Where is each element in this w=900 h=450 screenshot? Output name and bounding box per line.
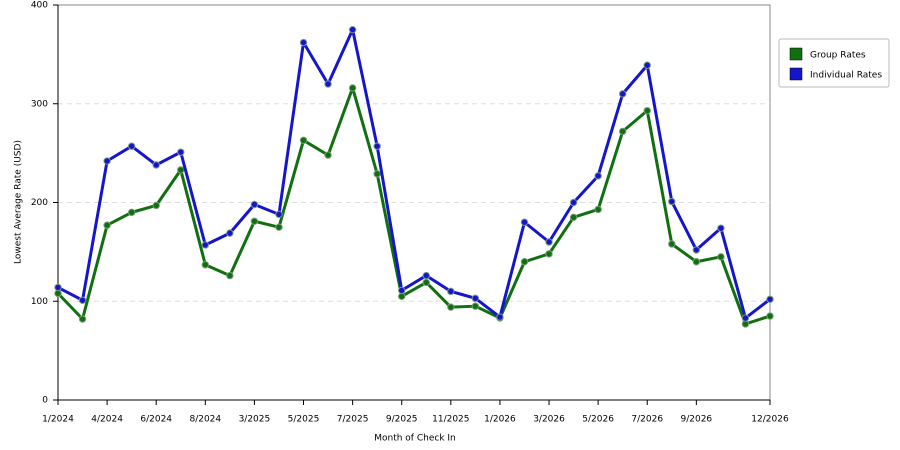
data-point: [520, 218, 529, 226]
data-point: [618, 127, 627, 136]
x-tick-label: 4/2024: [91, 415, 123, 425]
data-point: [520, 258, 529, 266]
legend-box: [778, 38, 890, 88]
x-tick-label: 8/2024: [189, 415, 221, 425]
data-point: [78, 296, 87, 304]
data-point: [152, 161, 160, 169]
data-point: [275, 210, 283, 219]
data-point: [447, 303, 455, 311]
data-point: [348, 84, 357, 92]
x-tick-label: 1/2026: [484, 415, 516, 425]
data-point: [618, 90, 627, 98]
legend-swatch: [789, 67, 803, 81]
data-point: [324, 80, 332, 88]
data-point: [447, 287, 455, 296]
legend-label: Individual Rates: [810, 71, 882, 81]
data-point: [226, 229, 234, 237]
data-point: [398, 286, 406, 295]
data-point: [250, 200, 259, 209]
x-tick-label: 1/2024: [42, 415, 74, 425]
data-point: [201, 261, 210, 269]
x-tick-label: 5/2026: [582, 415, 614, 425]
data-point: [127, 208, 136, 217]
data-point: [643, 106, 651, 115]
data-point: [226, 271, 234, 280]
data-point: [569, 198, 578, 207]
data-point: [545, 250, 553, 258]
y-tick-label: 300: [31, 99, 48, 109]
x-tick-label: 7/2025: [337, 415, 369, 425]
data-point: [471, 294, 480, 302]
y-tick-label: 100: [31, 297, 48, 307]
series-line: [56, 86, 771, 326]
data-point: [741, 314, 750, 322]
data-point: [177, 166, 185, 174]
data-point: [299, 38, 308, 47]
data-point: [594, 172, 602, 180]
y-tick-label: 200: [31, 198, 48, 208]
data-point: [103, 157, 111, 165]
data-point: [569, 213, 578, 222]
y-tick-label: 0: [42, 396, 48, 406]
data-point: [152, 201, 160, 210]
data-point: [299, 136, 308, 144]
data-point: [78, 315, 87, 323]
data-point: [54, 283, 62, 292]
data-point: [545, 238, 553, 246]
data-point: [717, 224, 725, 232]
data-point: [717, 253, 725, 261]
x-tick-label: 7/2026: [631, 415, 663, 425]
data-point: [373, 142, 381, 150]
data-point: [668, 197, 676, 206]
data-point: [668, 240, 676, 248]
data-point: [692, 246, 701, 254]
data-point: [103, 221, 111, 229]
data-point: [275, 223, 283, 231]
data-point: [324, 151, 332, 159]
data-point: [643, 61, 651, 69]
data-point: [250, 217, 259, 225]
x-tick-label: 11/2025: [432, 415, 469, 425]
y-axis-label: Lowest Average Rate (USD): [14, 140, 24, 264]
x-tick-label: 3/2025: [239, 415, 271, 425]
data-point: [177, 148, 185, 156]
data-point: [766, 295, 774, 303]
data-point: [471, 302, 480, 310]
data-point: [373, 170, 381, 178]
x-tick-label: 9/2025: [386, 415, 418, 425]
data-point: [348, 25, 357, 34]
data-point: [692, 258, 701, 266]
legend-label: Group Rates: [810, 51, 866, 61]
y-tick-label: 400: [31, 1, 48, 11]
x-tick-label: 12/2026: [751, 415, 789, 425]
legend-swatch: [789, 47, 803, 61]
data-point: [496, 313, 504, 321]
x-tick-label: 5/2025: [288, 415, 320, 425]
x-axis-label: Month of Check In: [374, 434, 456, 444]
data-point: [594, 205, 602, 214]
data-point: [422, 271, 430, 280]
data-point: [127, 142, 136, 150]
series-line: [57, 28, 771, 320]
x-tick-label: 3/2026: [533, 415, 565, 425]
x-tick-label: 9/2026: [681, 415, 713, 425]
x-tick-label: 6/2024: [140, 415, 172, 425]
data-point: [201, 241, 210, 249]
data-point: [422, 278, 430, 287]
data-point: [766, 312, 774, 320]
